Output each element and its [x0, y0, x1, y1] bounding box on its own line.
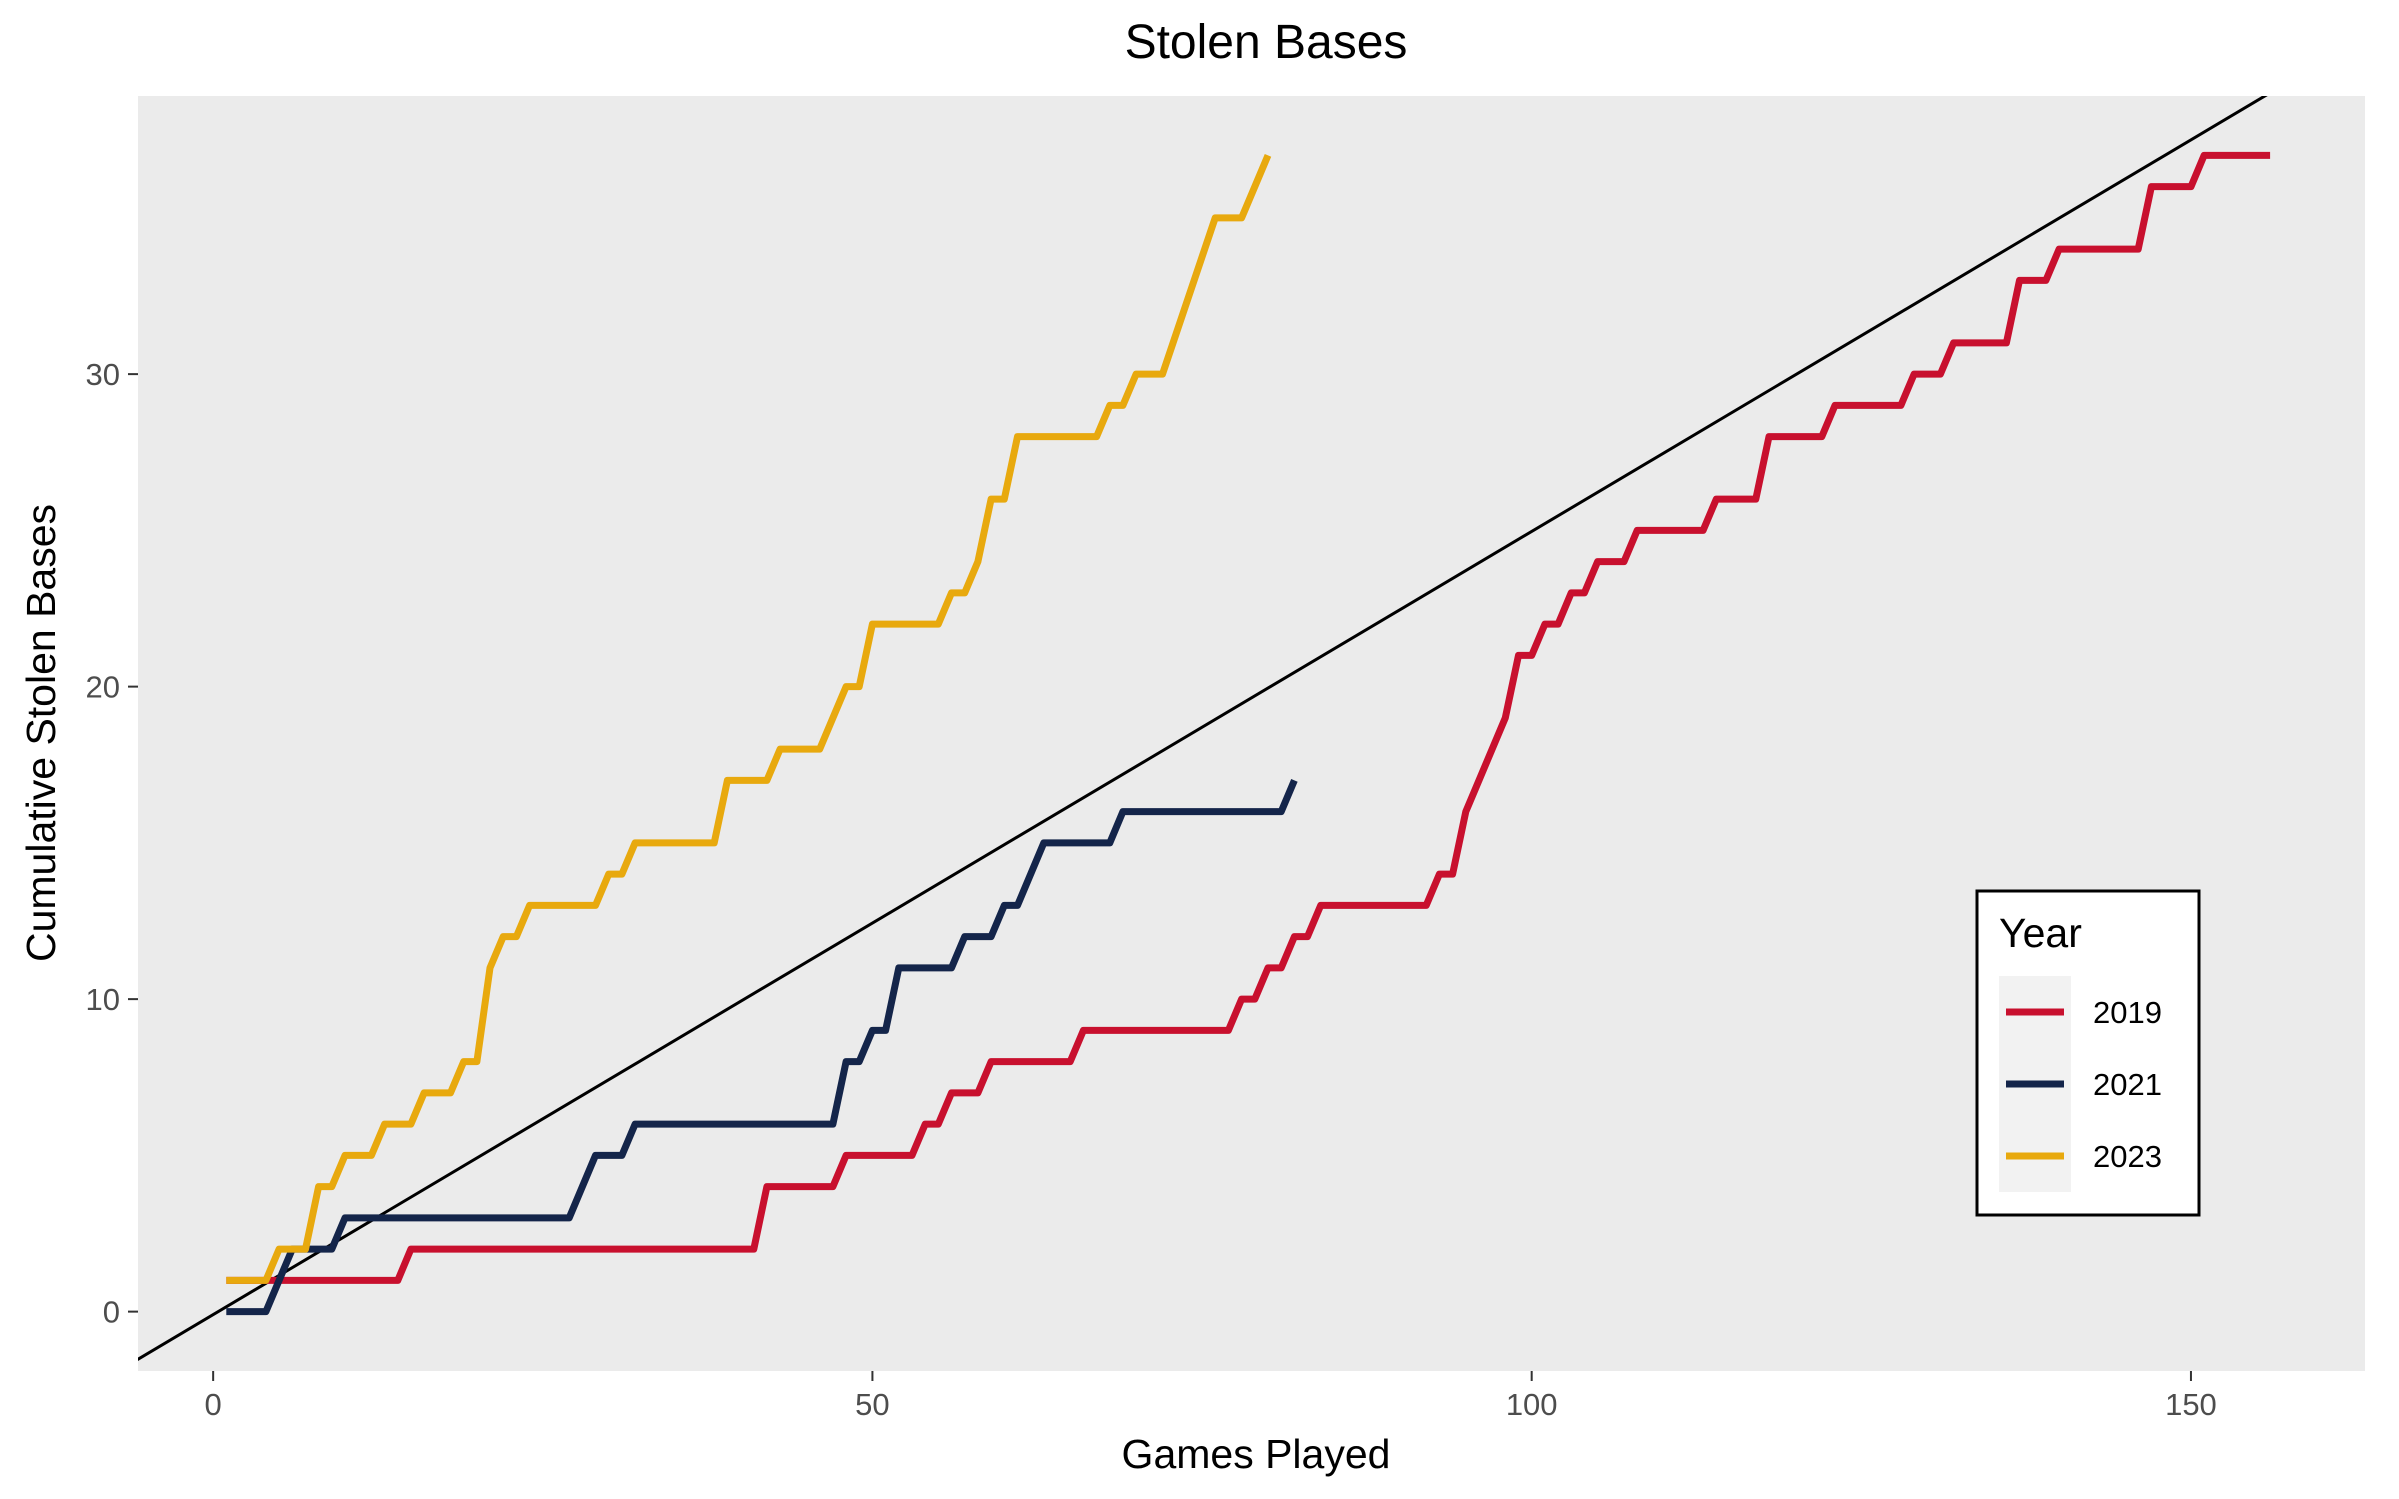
- legend: Year 2019 2021 2023: [1975, 889, 2201, 1217]
- series-line-2019: [226, 151, 2271, 1284]
- series-line-2021: [226, 779, 1298, 1316]
- reference-line-layer: [138, 96, 2268, 1362]
- x-tick-label: 150: [2165, 1387, 2217, 1422]
- x-tick-label: 50: [855, 1387, 889, 1422]
- legend-label-2021: 2021: [2093, 1067, 2162, 1102]
- y-tick-label: 10: [86, 982, 120, 1017]
- x-axis: 0 50 100 150: [205, 1371, 2217, 1422]
- series-line-2023: [226, 154, 1272, 1284]
- chart-title: Stolen Bases: [1125, 16, 1408, 69]
- legend-label-2019: 2019: [2093, 995, 2162, 1030]
- y-tick-label: 0: [103, 1295, 120, 1330]
- x-tick-label: 100: [1506, 1387, 1558, 1422]
- y-tick-label: 30: [86, 357, 120, 392]
- x-tick-label: 0: [205, 1387, 222, 1422]
- y-tick-label: 20: [86, 670, 120, 705]
- series-layer: [226, 151, 2271, 1316]
- y-axis-title: Cumulative Stolen Bases: [18, 504, 64, 962]
- y-axis: 0 10 20 30: [86, 357, 138, 1330]
- x-axis-title: Games Played: [1122, 1431, 1391, 1477]
- legend-title: Year: [1999, 910, 2082, 956]
- reference-line: [138, 96, 2268, 1362]
- legend-label-2023: 2023: [2093, 1139, 2162, 1174]
